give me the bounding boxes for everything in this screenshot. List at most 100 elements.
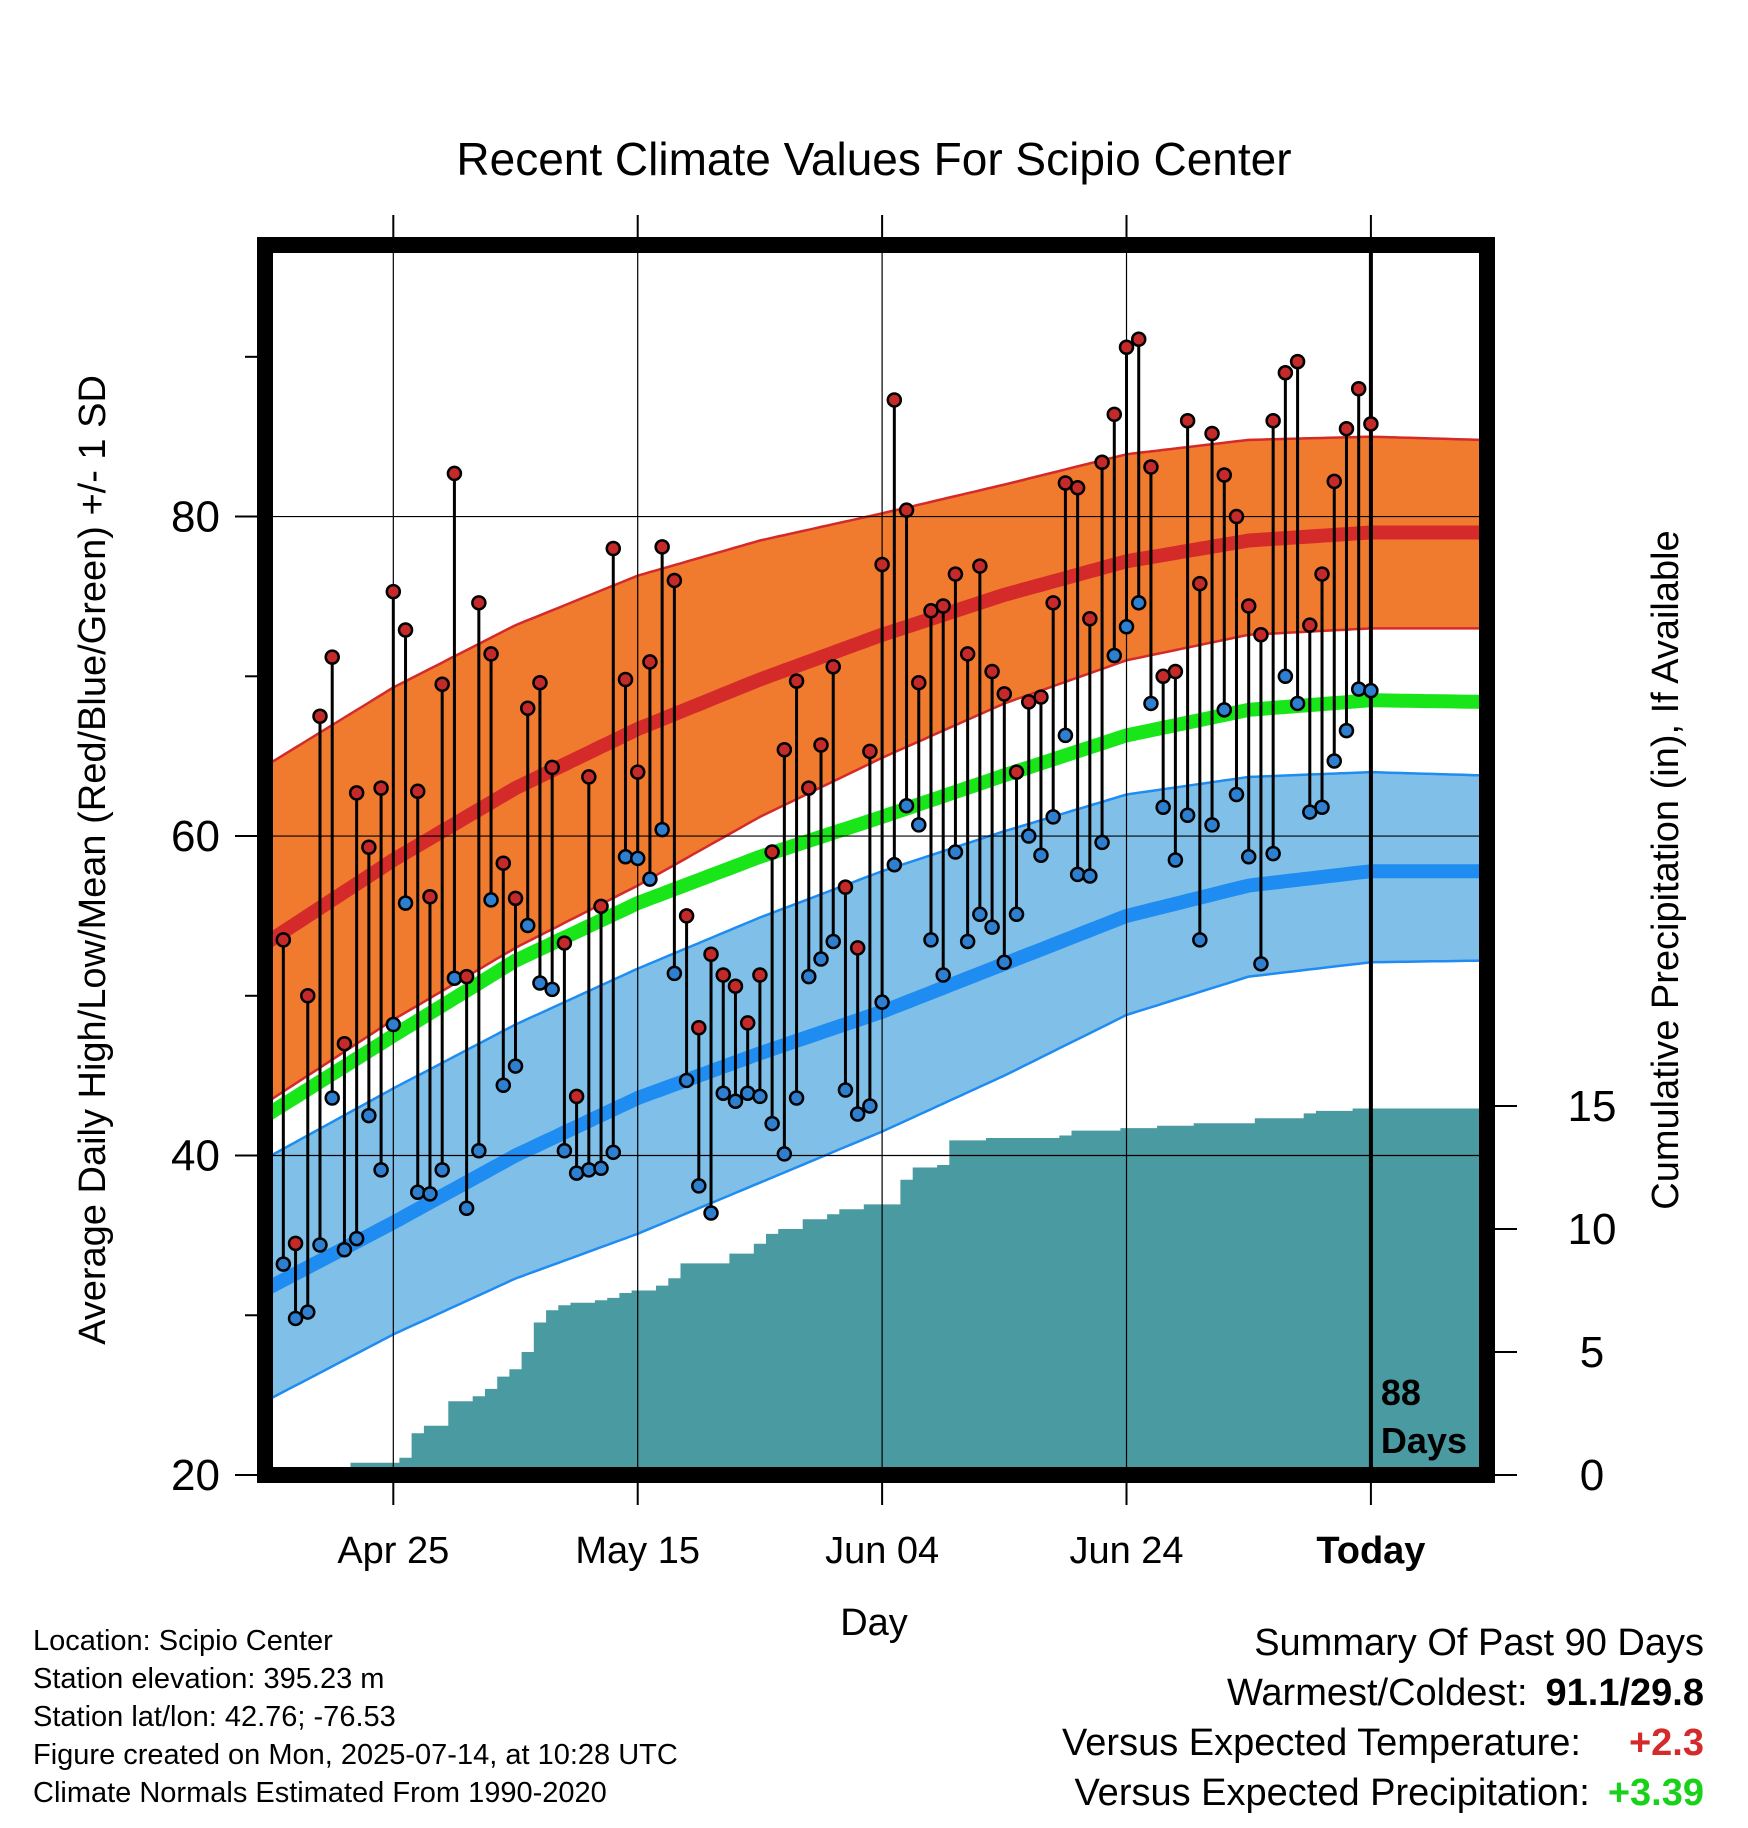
- high-point: [691, 1019, 707, 1036]
- y2-tick-label: 10: [1568, 1205, 1617, 1254]
- low-point: [373, 1162, 389, 1178]
- low-point: [446, 970, 463, 986]
- y2-axis-label: Cumulative Precipitation (in), If Availa…: [1645, 530, 1687, 1209]
- high-point: [336, 1035, 353, 1052]
- high-point: [1350, 381, 1367, 397]
- high-point: [898, 502, 915, 518]
- high-point: [275, 932, 292, 948]
- high-point: [825, 658, 841, 675]
- low-point: [385, 1016, 402, 1033]
- high-point: [1265, 412, 1281, 429]
- low-point: [1289, 695, 1306, 712]
- low-upper-line: [265, 770, 1487, 1157]
- low-point: [801, 968, 817, 985]
- latlon-text: Station lat/lon: 42.76; -76.53: [33, 1701, 396, 1733]
- low-point: [849, 1106, 866, 1122]
- high-point: [568, 1088, 585, 1105]
- low-point: [1253, 956, 1269, 972]
- high-normal-line: [265, 525, 1487, 947]
- high-point: [776, 742, 793, 758]
- high-point: [996, 686, 1013, 702]
- x-tick-label: Today: [1316, 1530, 1425, 1572]
- summary-panel: Summary Of Past 90 Days Warmest/Coldest:…: [1062, 1618, 1704, 1818]
- high-point: [715, 967, 731, 983]
- y2-tick-label: 5: [1580, 1328, 1604, 1377]
- high-point: [1228, 508, 1245, 525]
- high-point: [458, 968, 475, 985]
- low-point: [1216, 702, 1233, 718]
- low-point: [972, 906, 988, 923]
- low-point: [813, 951, 829, 967]
- y-tick-label: 80: [171, 493, 220, 542]
- high-point: [1069, 480, 1086, 496]
- low-point: [532, 975, 548, 991]
- low-point: [911, 817, 927, 833]
- low-point: [348, 1230, 365, 1247]
- y2-tick-label: 0: [1580, 1451, 1604, 1500]
- high-point: [1216, 467, 1233, 483]
- high-sd-band: [265, 436, 1487, 1100]
- high-point: [300, 988, 316, 1004]
- low-point: [923, 932, 939, 948]
- low-point: [605, 1144, 622, 1161]
- low-lower-line: [265, 959, 1487, 1400]
- low-point: [1069, 866, 1086, 883]
- high-point: [385, 583, 402, 600]
- low-point: [1045, 809, 1061, 825]
- high-point: [666, 572, 683, 589]
- high-point: [1094, 454, 1110, 470]
- high-point: [959, 646, 976, 662]
- y-tick-label: 40: [171, 1132, 220, 1181]
- low-point: [691, 1178, 707, 1194]
- high-point: [1302, 617, 1318, 633]
- low-point: [837, 1082, 854, 1098]
- low-point: [629, 850, 646, 867]
- x-tick-label: May 15: [575, 1530, 700, 1572]
- high-point: [519, 700, 536, 716]
- low-point: [984, 919, 1000, 935]
- high-point: [1204, 425, 1220, 442]
- high-point: [397, 622, 414, 638]
- low-point: [544, 981, 560, 998]
- low-sd-band: [265, 772, 1487, 1399]
- high-point: [373, 780, 389, 796]
- low-point: [312, 1237, 328, 1253]
- low-point: [1265, 845, 1281, 862]
- low-point: [654, 821, 670, 838]
- high-point: [446, 465, 463, 482]
- high-point: [1008, 764, 1025, 780]
- high-point: [862, 743, 878, 760]
- high-point: [532, 674, 548, 691]
- high-point: [788, 673, 805, 689]
- high-point: [1179, 412, 1196, 429]
- warm-cold-value: 91.1/29.8: [1545, 1672, 1704, 1714]
- today-days-count: 88: [1381, 1372, 1421, 1413]
- high-point: [972, 558, 988, 574]
- low-point: [410, 1184, 426, 1201]
- low-point: [361, 1107, 377, 1124]
- low-point: [1057, 727, 1074, 744]
- low-point: [1008, 906, 1025, 923]
- low-point: [727, 1093, 744, 1109]
- low-point: [788, 1090, 805, 1106]
- low-point: [568, 1165, 585, 1181]
- today-days-word: Days: [1381, 1420, 1467, 1461]
- low-point: [1118, 619, 1135, 635]
- temp-anomaly-row: Versus Expected Temperature: +2.3: [1062, 1718, 1704, 1768]
- high-point: [605, 540, 622, 557]
- low-point: [1179, 807, 1196, 824]
- low-point: [1106, 647, 1123, 664]
- high-point: [1045, 595, 1061, 611]
- low-point: [434, 1162, 450, 1178]
- warm-cold-label: Warmest/Coldest:: [1226, 1672, 1528, 1714]
- high-point: [1130, 331, 1147, 347]
- temp-anomaly-label: Versus Expected Temperature:: [1062, 1722, 1581, 1764]
- high-point: [593, 898, 609, 915]
- high-point: [495, 855, 512, 871]
- low-point: [715, 1085, 731, 1101]
- low-point: [483, 892, 499, 908]
- high-point: [581, 769, 597, 785]
- low-point: [947, 844, 964, 860]
- station-info: Location: Scipio Center Station elevatio…: [33, 1622, 678, 1812]
- high-point: [1143, 459, 1159, 475]
